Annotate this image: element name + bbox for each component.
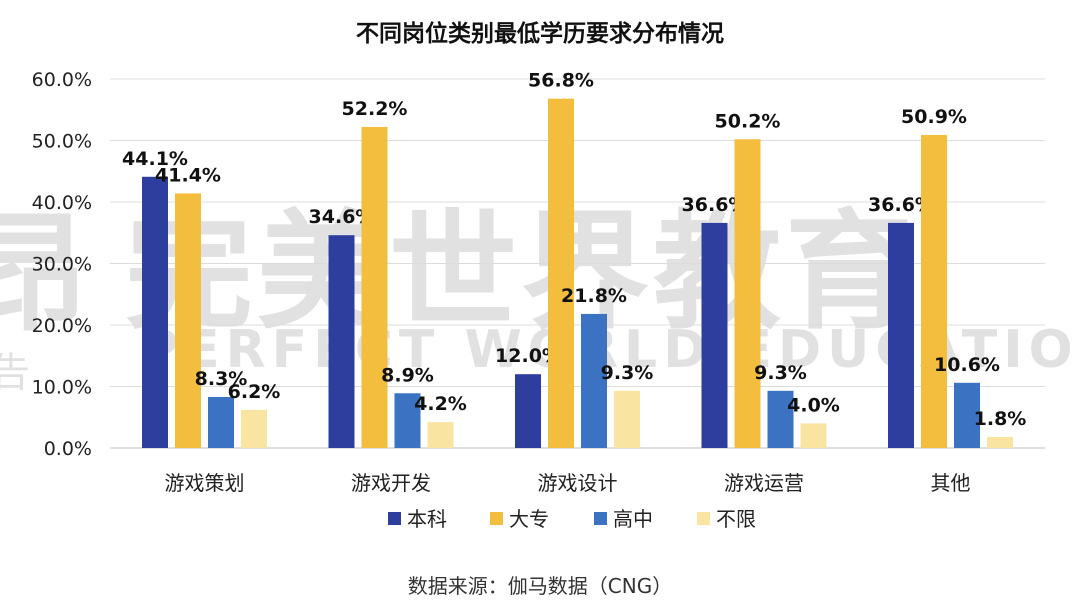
x-tick-label: 游戏运营 <box>724 471 804 495</box>
data-label: 44.1% <box>122 148 188 170</box>
data-label: 9.3% <box>754 362 807 384</box>
data-label: 8.9% <box>381 364 434 386</box>
legend-swatch <box>697 512 710 525</box>
y-tick-label: 40.0% <box>32 192 92 214</box>
bar-大专 <box>175 193 201 448</box>
y-tick-label: 0.0% <box>44 438 92 460</box>
data-label: 34.6% <box>309 206 375 228</box>
y-tick-label: 20.0% <box>32 315 92 337</box>
bar-本科 <box>142 176 168 448</box>
bar-本科 <box>515 374 541 448</box>
source-note: 数据来源：伽马数据（CNG） <box>407 574 673 598</box>
bar-本科 <box>888 222 914 448</box>
data-label: 36.6% <box>682 194 748 216</box>
legend-label: 不限 <box>716 507 756 531</box>
legend-label: 本科 <box>407 507 447 531</box>
x-tick-label: 游戏设计 <box>538 471 618 495</box>
data-label: 36.6% <box>868 194 934 216</box>
bar-大专 <box>921 134 947 448</box>
bar-大专 <box>361 126 388 448</box>
y-tick-label: 30.0% <box>32 254 92 276</box>
y-tick-label: 10.0% <box>32 377 92 399</box>
bar-本科 <box>701 222 728 448</box>
bar-本科 <box>328 235 355 448</box>
x-tick-label: 游戏策划 <box>165 471 245 495</box>
data-label: 41.4% <box>155 164 221 186</box>
data-label: 50.2% <box>715 110 781 132</box>
bar-不限 <box>987 436 1013 448</box>
legend-swatch <box>388 512 401 525</box>
legend-label: 大专 <box>509 507 549 531</box>
data-label: 56.8% <box>528 70 594 92</box>
bar-高中 <box>208 396 234 448</box>
bar-大专 <box>548 98 574 449</box>
data-label: 10.6% <box>934 354 1000 376</box>
data-label: 1.8% <box>974 408 1027 430</box>
data-label: 4.0% <box>787 394 840 416</box>
bar-不限 <box>241 409 267 448</box>
x-tick-label: 游戏开发 <box>351 471 431 495</box>
data-label: 8.3% <box>195 368 248 390</box>
bar-高中 <box>767 390 794 448</box>
data-label: 6.2% <box>228 381 281 403</box>
data-label: 50.9% <box>901 106 967 128</box>
data-label: 52.2% <box>342 98 408 120</box>
bar-高中 <box>394 393 421 448</box>
bar-不限 <box>800 423 827 448</box>
legend-swatch <box>594 512 607 525</box>
bar-不限 <box>427 422 454 448</box>
chart-title: 不同岗位类别最低学历要求分布情况 <box>356 21 724 47</box>
bar-不限 <box>614 390 640 448</box>
legend-swatch <box>490 512 503 525</box>
bar-高中 <box>954 382 980 448</box>
legend-label: 高中 <box>613 507 653 531</box>
x-tick-label: 其他 <box>931 471 971 495</box>
y-tick-label: 50.0% <box>32 131 92 153</box>
data-label: 21.8% <box>561 285 627 307</box>
data-label: 12.0% <box>495 345 561 367</box>
y-tick-label: 60.0% <box>32 69 92 91</box>
bar-高中 <box>581 313 607 448</box>
data-label: 9.3% <box>601 362 654 384</box>
data-label: 4.2% <box>414 393 467 415</box>
bar-大专 <box>734 139 761 448</box>
